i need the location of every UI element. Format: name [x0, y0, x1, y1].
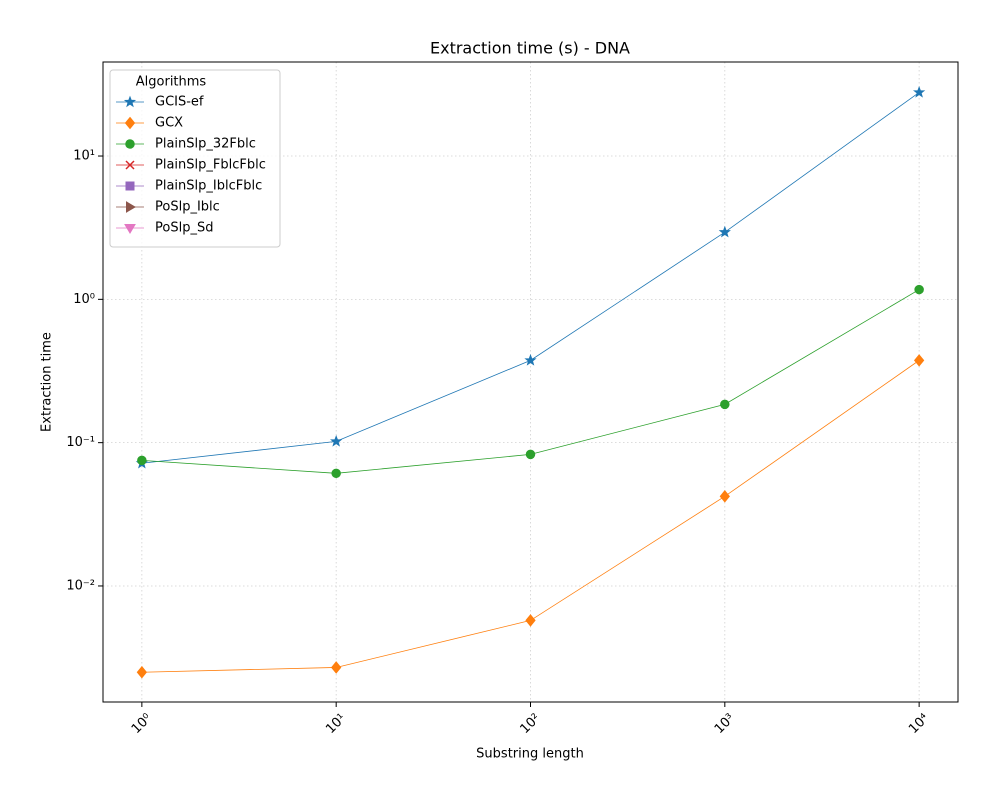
plot-frame [102, 61, 959, 703]
marker [123, 95, 137, 108]
marker [913, 85, 926, 98]
y-tick-label: 10⁻² [66, 578, 95, 593]
marker [125, 139, 135, 149]
legend-label: GCX [155, 116, 183, 131]
legend-title: Algorithms [136, 75, 207, 90]
marker [136, 665, 148, 679]
legend-label: GCIS-ef [155, 95, 204, 110]
legend-label: PlainSlp_FblcFblc [155, 158, 266, 173]
marker [913, 354, 925, 367]
marker [719, 490, 730, 503]
marker [524, 353, 537, 366]
legend-label: PlainSlp_IblcFblc [155, 179, 262, 194]
marker [124, 116, 136, 130]
legend-label: PoSlp_Sd [155, 221, 213, 236]
marker [525, 449, 536, 460]
chart-title: Extraction time (s) - DNA [430, 39, 630, 58]
marker [124, 224, 136, 234]
marker [126, 201, 136, 213]
marker [718, 225, 731, 238]
legend: Algorithms GCIS-ef GCX PlainSlp_32Fblc Plain… [109, 69, 281, 248]
y-tick-label: 10¹ [73, 149, 95, 164]
legend-label: PlainSlp_32Fblc [155, 137, 256, 152]
marker [331, 468, 341, 479]
legend-box [109, 69, 281, 248]
marker [720, 399, 730, 410]
y-axis-label: Extraction time [40, 332, 55, 432]
x-axis-label: Substring length [476, 747, 584, 762]
marker [525, 614, 536, 627]
marker [330, 434, 343, 447]
marker [125, 160, 135, 170]
y-tick-label: 10⁻¹ [66, 435, 95, 450]
marker [331, 661, 342, 674]
legend-label: PoSlp_Iblc [155, 200, 220, 215]
marker [914, 284, 924, 295]
y-tick-label: 10⁰ [73, 292, 95, 307]
marker [137, 455, 147, 466]
marker [125, 181, 135, 191]
